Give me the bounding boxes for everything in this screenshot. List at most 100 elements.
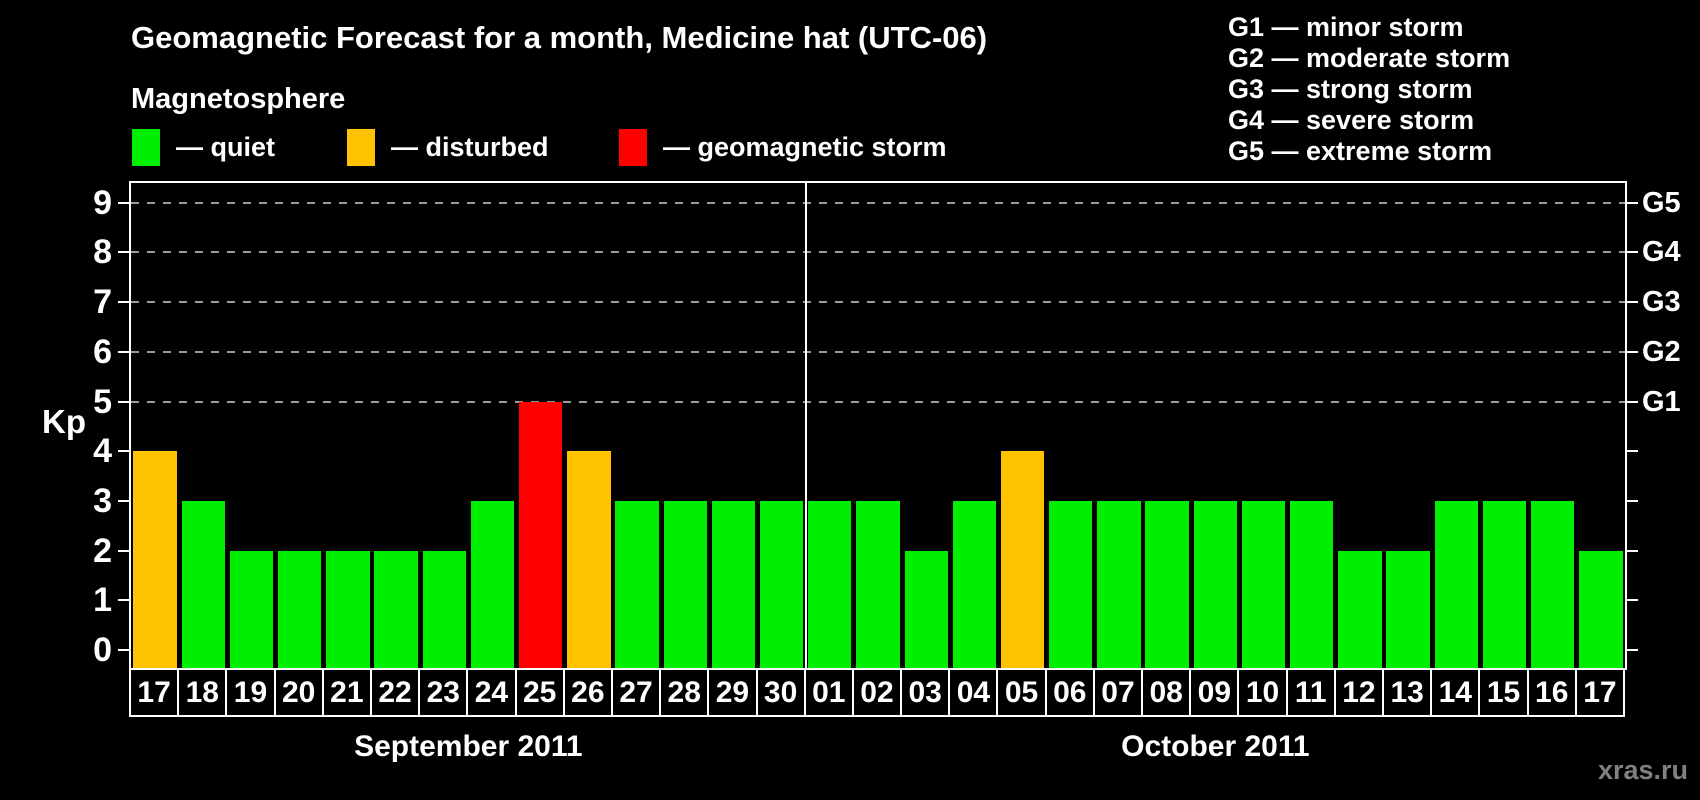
g-tick-label-G1: G1 — [1642, 385, 1681, 418]
kp-bar-day-19 — [229, 550, 274, 668]
y-axis-title: Kp — [42, 403, 86, 440]
y-tick-label-3: 3 — [93, 481, 112, 520]
kp-bar-day-17 — [133, 451, 177, 668]
y-tick-label-9: 9 — [93, 183, 112, 222]
kp-bar-day-17 — [1579, 550, 1623, 668]
kp-bar-day-07 — [1097, 500, 1141, 668]
left-tick-6 — [118, 350, 129, 353]
g-tick-label-G5: G5 — [1642, 186, 1681, 219]
left-tick-2 — [118, 549, 129, 552]
day-label-box: 21 — [321, 668, 372, 717]
gridline-kp8 — [131, 251, 1625, 254]
day-label-box: 09 — [1189, 668, 1240, 717]
kp-bar-day-06 — [1049, 500, 1093, 668]
right-tick-1 — [1627, 599, 1638, 602]
left-tick-3 — [118, 499, 129, 502]
legend-label-storm: — geomagnetic storm — [663, 132, 947, 162]
left-tick-0 — [118, 649, 129, 651]
day-label-box: 11 — [1285, 668, 1336, 717]
y-tick-label-8: 8 — [93, 233, 112, 272]
g-tick-label-G3: G3 — [1642, 286, 1681, 319]
kp-bar-day-04 — [952, 500, 997, 668]
page-title: Geomagnetic Forecast for a month, Medici… — [131, 20, 988, 55]
day-label-box: 04 — [948, 668, 999, 717]
day-label-box: 15 — [1478, 668, 1529, 717]
y-tick-label-4: 4 — [93, 432, 112, 471]
g3-legend-line: G3 — strong storm — [1228, 74, 1473, 104]
kp-bar-day-23 — [422, 550, 466, 668]
right-tick-7 — [1627, 301, 1638, 304]
right-tick-6 — [1627, 350, 1638, 353]
kp-bar-day-28 — [663, 500, 707, 668]
kp-bar-day-01 — [808, 500, 852, 668]
day-label-box: 02 — [851, 668, 903, 717]
day-label-box: 06 — [1044, 668, 1095, 717]
day-label-box: 01 — [803, 668, 854, 717]
kp-bar-day-16 — [1531, 500, 1575, 668]
kp-bar-day-15 — [1482, 500, 1527, 668]
kp-bar-day-02 — [856, 500, 900, 668]
watermark: xras.ru — [1597, 755, 1688, 785]
right-tick-0 — [1627, 649, 1638, 651]
day-label-box: 03 — [900, 668, 951, 717]
legend-label-disturbed: — disturbed — [391, 132, 549, 162]
kp-bar-day-11 — [1290, 500, 1334, 668]
right-tick-4 — [1627, 450, 1638, 453]
kp-bar-day-22 — [374, 550, 418, 668]
day-label-box: 18 — [177, 668, 228, 717]
right-tick-9 — [1627, 201, 1638, 204]
month-label-1: October 2011 — [1121, 730, 1310, 763]
legend-label-quiet: — quiet — [176, 132, 275, 162]
g2-legend-line: G2 — moderate storm — [1228, 43, 1511, 73]
gridline-kp9 — [131, 201, 1625, 204]
day-label-box: 29 — [707, 668, 758, 717]
left-tick-9 — [118, 201, 129, 204]
g-tick-label-G2: G2 — [1642, 335, 1681, 368]
right-tick-3 — [1627, 499, 1638, 502]
day-label-box: 25 — [514, 668, 565, 717]
day-label-box: 16 — [1526, 668, 1577, 717]
day-label-box: 17 — [129, 668, 180, 717]
kp-bar-day-13 — [1386, 550, 1430, 668]
kp-bar-day-29 — [711, 500, 756, 668]
disturbed-color-swatch — [347, 129, 375, 166]
left-tick-7 — [118, 301, 129, 304]
kp-bar-day-14 — [1434, 500, 1478, 668]
magnetosphere-subtitle: Magnetosphere — [131, 83, 346, 115]
day-label-box: 05 — [996, 668, 1047, 717]
y-tick-label-0: 0 — [93, 631, 112, 669]
quiet-color-swatch — [132, 129, 160, 166]
kp-bar-day-20 — [277, 550, 322, 668]
legend-item-quiet: — quiet — [132, 129, 275, 166]
kp-bar-day-05 — [1000, 451, 1045, 668]
day-label-box: 26 — [562, 668, 613, 717]
g-scale-legend: G1 — minor storm G2 — moderate storm G3 … — [1228, 12, 1510, 167]
day-label-box: 12 — [1333, 668, 1385, 717]
kp-bar-day-21 — [326, 550, 370, 668]
g1-legend-line: G1 — minor storm — [1228, 12, 1464, 42]
g5-legend-line: G5 — extreme storm — [1228, 136, 1493, 166]
day-label-box: 20 — [273, 668, 324, 717]
day-label-box: 22 — [369, 668, 421, 717]
y-tick-label-6: 6 — [93, 332, 112, 371]
y-tick-label-5: 5 — [93, 382, 112, 421]
day-label-box: 30 — [755, 668, 806, 717]
day-label-box: 13 — [1382, 668, 1433, 717]
y-tick-label-2: 2 — [93, 531, 112, 570]
kp-bar-day-09 — [1193, 500, 1238, 668]
day-label-box: 14 — [1430, 668, 1481, 717]
month-label-0: September 2011 — [354, 730, 583, 763]
storm-color-swatch — [619, 129, 647, 166]
kp-bar-day-10 — [1241, 500, 1286, 668]
day-label-box: 28 — [659, 668, 710, 717]
right-tick-5 — [1627, 400, 1638, 403]
kp-bar-day-25 — [518, 401, 563, 668]
day-label-box: 23 — [418, 668, 469, 717]
kp-bar-day-24 — [470, 500, 515, 668]
kp-bar-day-18 — [181, 500, 225, 668]
kp-bar-day-08 — [1145, 500, 1189, 668]
left-tick-8 — [118, 251, 129, 254]
left-tick-1 — [118, 599, 129, 602]
legend-item-disturbed: — disturbed — [347, 129, 549, 166]
